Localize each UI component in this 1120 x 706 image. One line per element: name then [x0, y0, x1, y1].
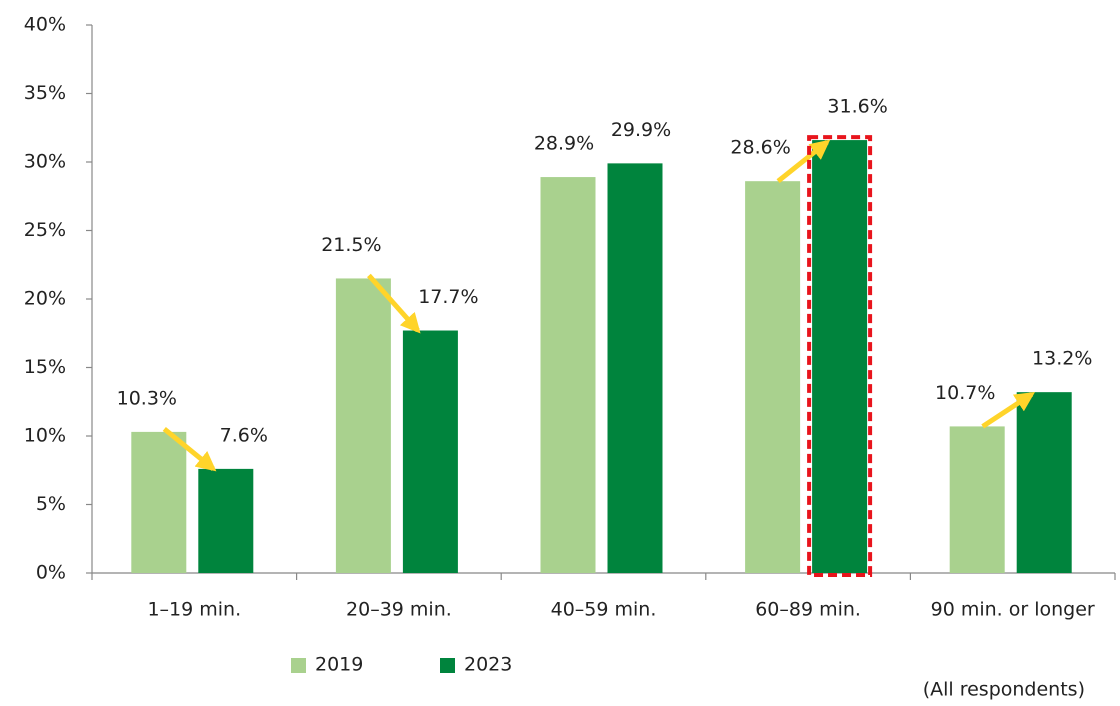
data-label: 17.7%	[418, 286, 478, 308]
bar	[812, 140, 868, 573]
bar	[402, 330, 458, 573]
bar	[335, 278, 391, 573]
note: (All respondents)	[923, 679, 1085, 701]
y-tick-label: 30%	[24, 151, 66, 173]
data-label: 28.9%	[534, 133, 594, 155]
data-label: 29.9%	[611, 119, 671, 141]
bar	[198, 468, 254, 573]
data-label: 10.7%	[935, 382, 995, 404]
y-tick-label: 35%	[24, 82, 66, 104]
bar	[540, 177, 596, 573]
legend-swatch	[440, 658, 455, 673]
data-label: 28.6%	[730, 137, 790, 159]
x-tick-label: 20–39 min.	[346, 599, 452, 621]
y-tick-label: 25%	[24, 219, 66, 241]
arrow	[981, 391, 1036, 429]
y-tick-label: 15%	[24, 356, 66, 378]
y-tick-label: 20%	[24, 288, 66, 310]
highlight-box	[807, 135, 873, 578]
data-label: 10.3%	[117, 387, 177, 409]
x-tick-label: 1–19 min.	[147, 599, 241, 621]
legend-label: 2023	[464, 654, 512, 676]
bar	[131, 431, 187, 573]
legend-swatch	[291, 658, 306, 673]
y-tick-label: 5%	[36, 493, 66, 515]
x-tick-label: 40–59 min.	[551, 599, 657, 621]
bar	[1016, 392, 1072, 573]
y-tick-label: 0%	[36, 562, 66, 584]
arrow	[776, 139, 831, 184]
legend-label: 2019	[315, 654, 363, 676]
bar	[949, 426, 1005, 573]
arrow	[367, 273, 421, 334]
data-label: 31.6%	[827, 96, 887, 118]
data-label: 7.6%	[220, 424, 268, 446]
y-tick-label: 40%	[24, 14, 66, 36]
x-tick-label: 90 min. or longer	[931, 599, 1095, 621]
data-label: 13.2%	[1032, 348, 1092, 370]
y-tick-label: 10%	[24, 425, 66, 447]
arrow	[162, 426, 217, 472]
x-tick-label: 60–89 min.	[755, 599, 861, 621]
bar	[745, 181, 801, 573]
bar	[607, 163, 663, 573]
data-label: 21.5%	[321, 234, 381, 256]
